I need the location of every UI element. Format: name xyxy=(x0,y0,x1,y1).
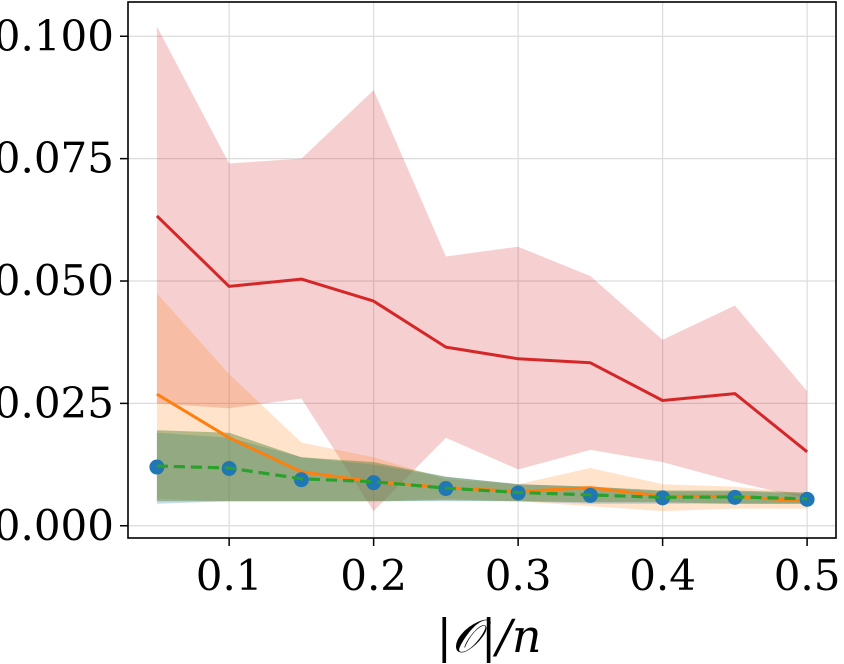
series-2-band xyxy=(156,432,808,504)
x-axis-label: |𝒪|/n xyxy=(436,609,541,663)
x-tick-label: 0.1 xyxy=(196,551,263,600)
series-2-point xyxy=(799,491,815,507)
plot-frame xyxy=(127,1,837,539)
marker-layer xyxy=(149,459,815,507)
x-tick-label: 0.5 xyxy=(774,551,841,600)
y-tick-label: 0.100 xyxy=(0,11,114,60)
series-0-line xyxy=(155,214,809,453)
grid-layer xyxy=(128,2,836,538)
series-1-band xyxy=(156,293,808,512)
series-2-point xyxy=(366,475,382,491)
x-tick-label: 0.3 xyxy=(485,551,552,600)
series-3-line-overlay xyxy=(156,464,808,501)
series-3-band xyxy=(156,430,808,504)
tick-layer: 0.000 0.025 0.050 0.075 0.100 0.1 0.2 0.3 0.4 0.5 xyxy=(0,11,841,600)
series-2-point xyxy=(655,490,671,506)
y-tick-label: 0.050 xyxy=(0,256,114,305)
y-tick-label: 0.025 xyxy=(0,378,114,427)
y-tick-label: 0.075 xyxy=(0,134,114,183)
x-tick-label: 0.2 xyxy=(340,551,407,600)
x-tick-label: 0.4 xyxy=(629,551,696,600)
band-layer xyxy=(156,26,808,512)
y-tick-label: 0.000 xyxy=(0,501,114,550)
